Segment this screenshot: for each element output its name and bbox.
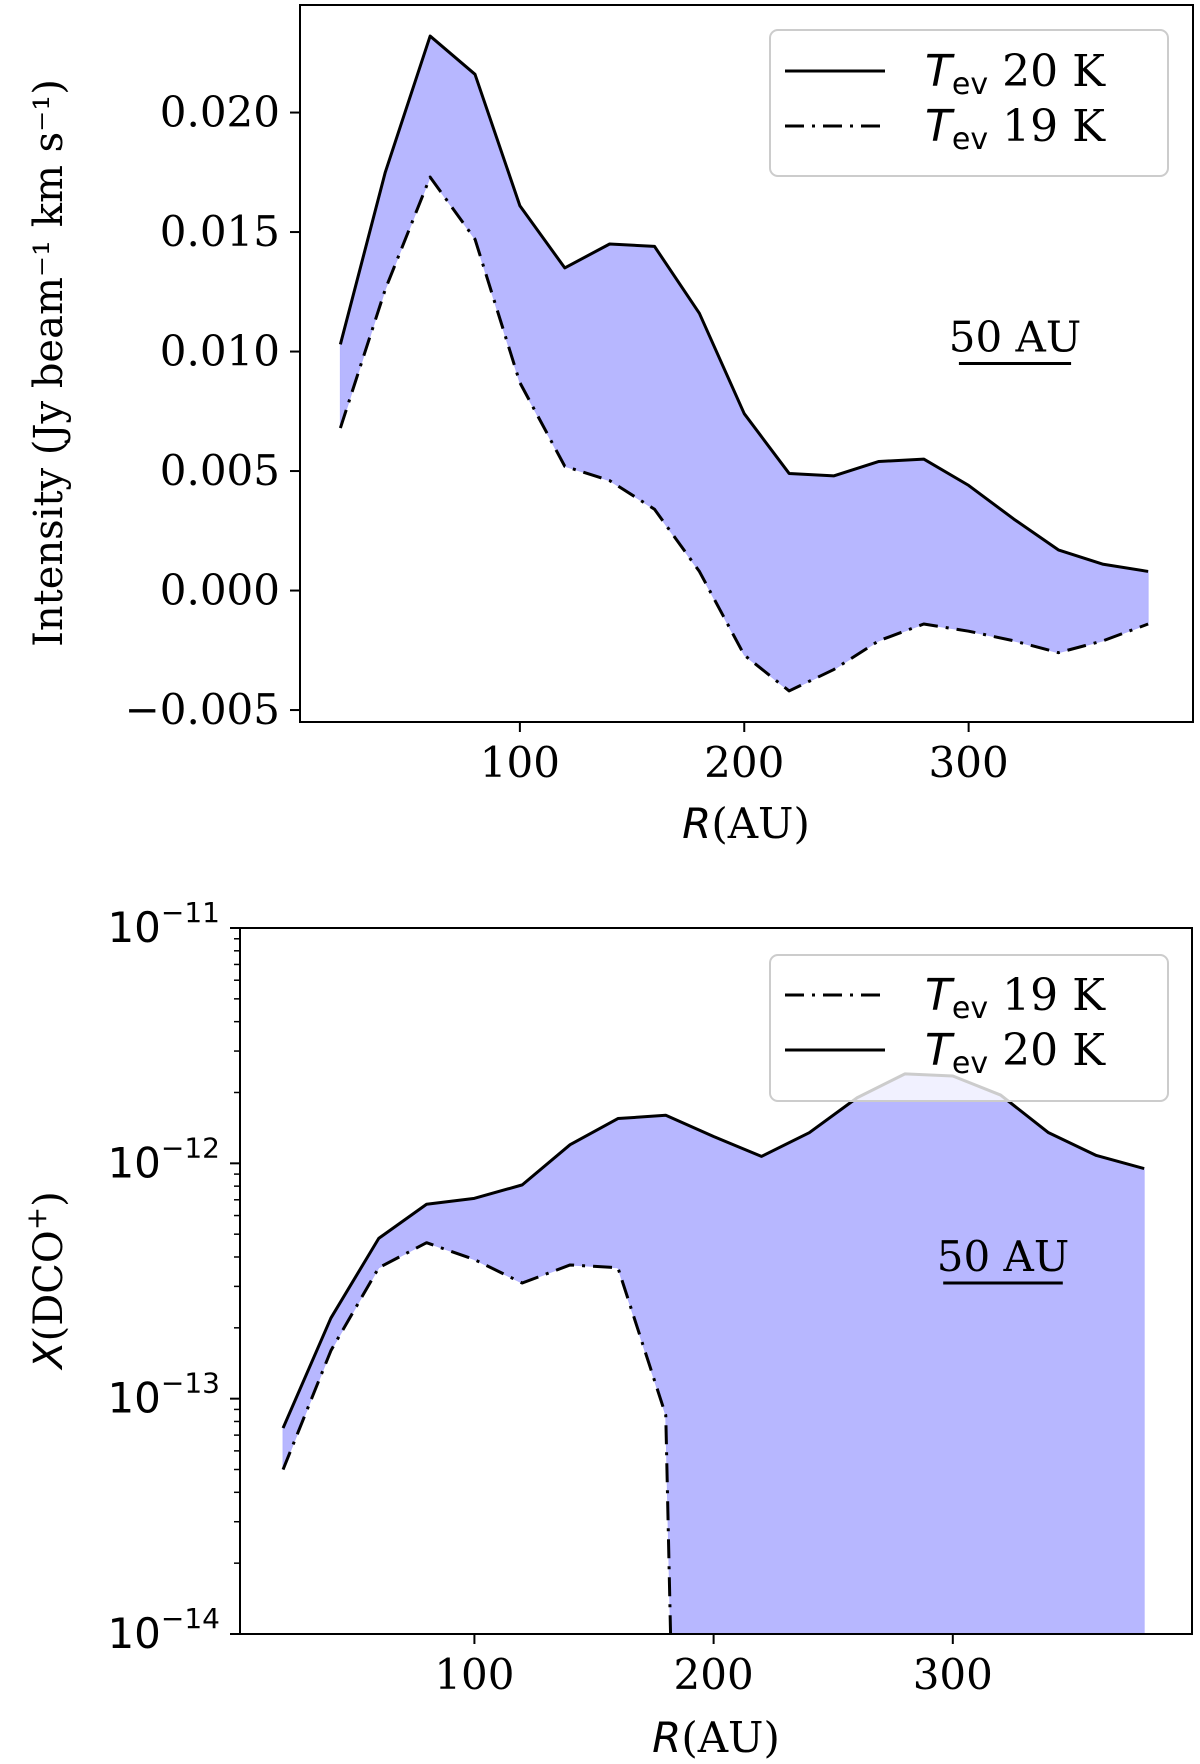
abundance-plot-frame xyxy=(239,927,1193,1635)
intensity-panel: 100 200 300 −0.005 0.000 0.005 0.010 0.015 0.02… xyxy=(26,4,1194,848)
intensity-x-axis-label: R(AU) xyxy=(682,799,810,848)
abundance-x-tick-label: 300 xyxy=(913,1650,993,1699)
intensity-x-tick-label: 200 xyxy=(704,738,784,787)
abundance-scale-bar-label: 50 AU xyxy=(937,1232,1070,1281)
intensity-y-tick-label: 0.020 xyxy=(160,88,280,137)
abundance-y-axis-label: X(DCO+) xyxy=(20,1191,72,1371)
intensity-legend-label-19k: Tev 19 K xyxy=(925,101,1106,157)
abundance-x-axis-label: R(AU) xyxy=(652,1713,780,1762)
abundance-x-tick-label: 100 xyxy=(434,1650,514,1699)
intensity-legend-label-20k: Tev 20 K xyxy=(925,46,1106,102)
intensity-scale-bar-label: 50 AU xyxy=(949,313,1082,362)
intensity-legend: Tev 20 K Tev 19 K xyxy=(769,29,1169,177)
intensity-y-tick-label: 0.010 xyxy=(160,327,280,376)
abundance-legend-label-19k: Tev 19 K xyxy=(925,970,1106,1026)
abundance-x-tick-label: 200 xyxy=(674,1650,754,1699)
abundance-line-19k xyxy=(281,1241,673,1635)
intensity-scale-bar: 50 AU xyxy=(949,313,1082,365)
intensity-y-axis-label: Intensity (Jy beam⁻¹ km s⁻¹) xyxy=(26,79,72,647)
intensity-line-19k xyxy=(338,175,1149,693)
abundance-scale-bar: 50 AU xyxy=(937,1232,1070,1285)
intensity-line-20k xyxy=(338,34,1149,573)
abundance-legend: Tev 19 K Tev 20 K xyxy=(769,954,1169,1102)
intensity-y-tick-label: 0.005 xyxy=(160,446,280,495)
intensity-y-tick-label: 0.015 xyxy=(160,207,280,256)
intensity-y-tick-label: 0.000 xyxy=(160,566,280,615)
intensity-x-tick-label: 300 xyxy=(929,738,1009,787)
abundance-fill-between xyxy=(282,1073,1145,1635)
abundance-y-tick-label: 10−14 xyxy=(107,1602,220,1658)
abundance-panel: 100 200 300 10−14 10−13 10−12 10−11 R(AU) X(D… xyxy=(20,896,1193,1762)
intensity-x-tick-label: 100 xyxy=(480,738,560,787)
abundance-legend-box xyxy=(769,954,1169,1102)
abundance-y-tick-label: 10−12 xyxy=(107,1131,220,1187)
intensity-y-tick-label: −0.005 xyxy=(125,685,280,734)
abundance-y-tick-label: 10−13 xyxy=(107,1367,220,1423)
intensity-plot-frame xyxy=(299,4,1194,723)
intensity-legend-box xyxy=(769,29,1169,177)
abundance-y-tick-label: 10−11 xyxy=(107,896,220,952)
abundance-legend-label-20k: Tev 20 K xyxy=(925,1025,1106,1081)
